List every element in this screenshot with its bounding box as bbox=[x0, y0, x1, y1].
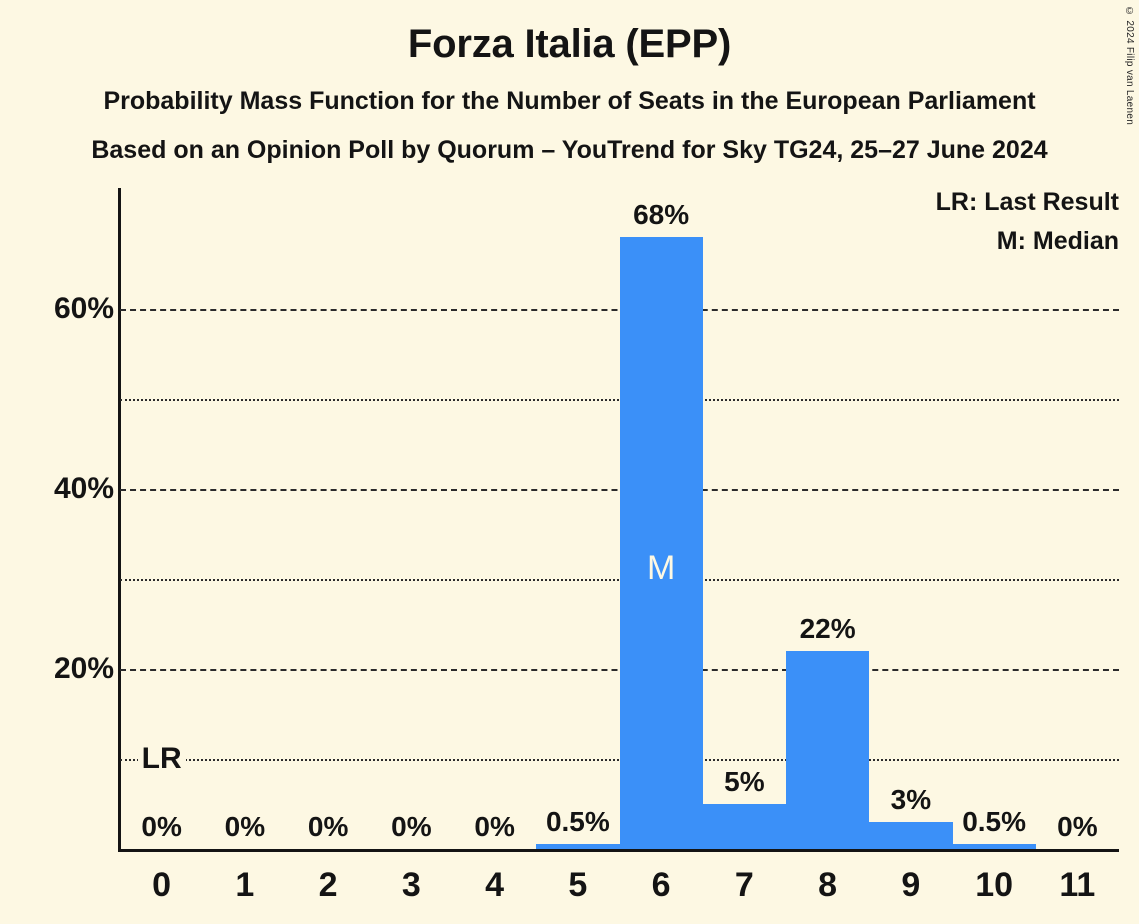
bar bbox=[952, 844, 1036, 849]
plot-area: 0% 0% 0% 0% 0% 0.5% M 68% 5% 22% 3% 0.5% 0% bbox=[120, 188, 1119, 849]
y-axis-line bbox=[118, 188, 121, 851]
bar-value-label: 0% bbox=[474, 811, 515, 842]
y-axis-tick-label: 20% bbox=[53, 652, 114, 686]
last-result-marker-label: LR bbox=[137, 744, 186, 775]
chart-legend: LR: Last Result M: Median bbox=[936, 183, 1119, 261]
bar-value-label: 5% bbox=[724, 766, 765, 798]
x-axis-tick-label: 2 bbox=[318, 866, 338, 904]
x-axis-tick-label: 11 bbox=[1059, 866, 1096, 904]
x-axis-tick-label: 10 bbox=[975, 866, 1014, 904]
bar-value-label: 0% bbox=[391, 811, 432, 842]
x-axis-tick-label: 3 bbox=[401, 866, 421, 904]
y-axis-tick-label: 40% bbox=[53, 472, 114, 506]
bar bbox=[702, 804, 786, 849]
bar bbox=[786, 651, 870, 849]
x-axis-tick-label: 9 bbox=[901, 866, 921, 904]
copyright-notice: © 2024 Filip van Laenen bbox=[1124, 6, 1135, 126]
bar-value-label: 0% bbox=[1057, 811, 1098, 842]
bar bbox=[536, 844, 620, 849]
x-axis-tick-label: 6 bbox=[651, 866, 671, 904]
bar-value-label: 0.5% bbox=[962, 806, 1027, 837]
chart-title: Forza Italia (EPP) bbox=[407, 22, 732, 66]
chart-subtitle: Probability Mass Function for the Number… bbox=[103, 87, 1036, 115]
bar bbox=[869, 822, 953, 849]
bar-value-label: 68% bbox=[633, 199, 690, 231]
bar-value-label: 22% bbox=[799, 613, 856, 645]
x-axis-line bbox=[118, 849, 1119, 852]
x-axis-tick-label: 7 bbox=[734, 866, 754, 904]
bar-value-label: 0% bbox=[224, 811, 266, 842]
bar: M bbox=[619, 237, 703, 849]
x-axis-tick-label: 0 bbox=[152, 866, 172, 904]
x-axis-tick-label: 8 bbox=[818, 866, 838, 904]
x-axis-tick-label: 4 bbox=[485, 866, 505, 904]
x-axis-tick-label: 5 bbox=[568, 866, 588, 904]
chart-source-subtitle: Based on an Opinion Poll by Quorum – You… bbox=[91, 136, 1048, 164]
median-marker-label: M bbox=[646, 549, 676, 588]
bar-value-label: 0% bbox=[307, 811, 349, 842]
bar-value-label: 3% bbox=[890, 784, 932, 816]
y-axis-tick-label: 60% bbox=[53, 292, 114, 326]
x-axis-tick-label: 1 bbox=[235, 866, 255, 904]
legend-item-last-result: LR: Last Result bbox=[935, 188, 1119, 216]
bar-value-label: 0.5% bbox=[545, 806, 610, 837]
legend-item-median: M: Median bbox=[996, 227, 1119, 255]
bar-value-label: 0% bbox=[141, 811, 182, 842]
